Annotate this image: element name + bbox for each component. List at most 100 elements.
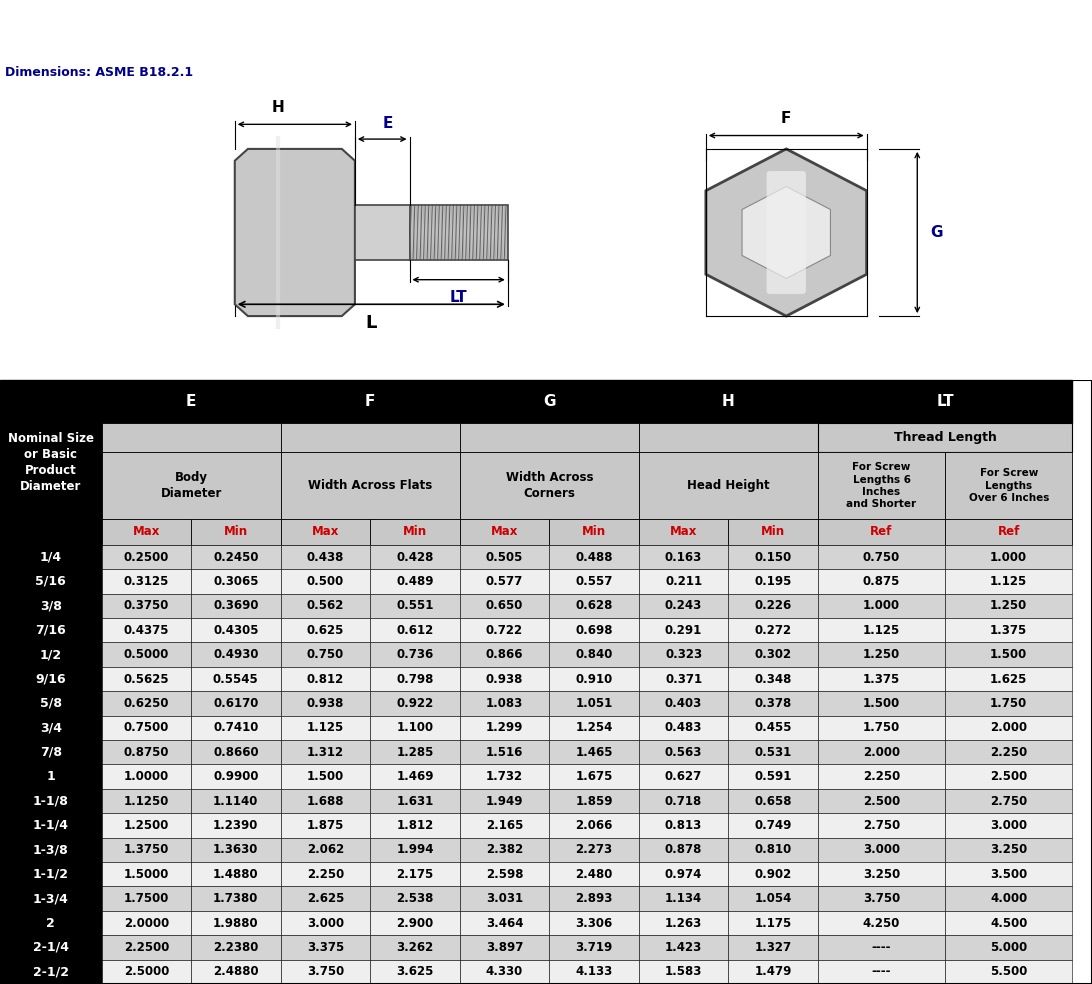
Bar [818, 740, 946, 765]
Text: Min: Min [761, 525, 785, 538]
Text: 1.327: 1.327 [755, 941, 792, 953]
Text: 1.875: 1.875 [307, 819, 344, 831]
Text: G: G [543, 395, 556, 409]
Text: 0.371: 0.371 [665, 672, 702, 686]
Text: 0.531: 0.531 [755, 746, 792, 759]
Bar [370, 618, 460, 643]
Bar [728, 959, 818, 984]
Bar [946, 887, 1072, 911]
Bar [946, 593, 1072, 618]
Bar [102, 887, 191, 911]
Text: 2.5000: 2.5000 [123, 965, 169, 978]
Bar [728, 593, 818, 618]
Text: 1.000: 1.000 [863, 599, 900, 612]
Text: 0.2450: 0.2450 [213, 551, 259, 564]
Text: 1.1250: 1.1250 [123, 794, 169, 808]
Text: 3.250: 3.250 [990, 843, 1028, 856]
Text: 1.3630: 1.3630 [213, 843, 259, 856]
Bar [728, 813, 818, 837]
Text: 0.7500: 0.7500 [123, 721, 169, 734]
Text: 2.2500: 2.2500 [123, 941, 169, 953]
Bar [818, 423, 1072, 453]
Text: 0.3125: 0.3125 [123, 575, 169, 588]
Text: 1.1140: 1.1140 [213, 794, 259, 808]
Text: F: F [781, 110, 792, 126]
Text: 0.591: 0.591 [755, 770, 792, 783]
Bar [639, 593, 728, 618]
Text: 0.2500: 0.2500 [123, 551, 169, 564]
Text: 1.750: 1.750 [863, 721, 900, 734]
Text: E: E [382, 116, 393, 131]
Text: 1.2500: 1.2500 [123, 819, 169, 831]
Bar [460, 862, 549, 887]
Bar [0, 887, 102, 911]
Text: 3.750: 3.750 [307, 965, 344, 978]
Bar [281, 519, 370, 545]
Bar [549, 935, 639, 959]
Text: Max: Max [490, 525, 519, 538]
Bar [549, 765, 639, 789]
Bar [370, 643, 460, 667]
Text: 0.650: 0.650 [486, 599, 523, 612]
Text: 7/8: 7/8 [39, 746, 62, 759]
Text: 1.500: 1.500 [307, 770, 344, 783]
Bar [191, 692, 281, 715]
Text: 0.840: 0.840 [575, 648, 613, 661]
Text: 3.897: 3.897 [486, 941, 523, 953]
Text: 2.382: 2.382 [486, 843, 523, 856]
Text: 1.732: 1.732 [486, 770, 523, 783]
Bar [281, 740, 370, 765]
Bar [946, 618, 1072, 643]
Bar [0, 692, 102, 715]
Bar [818, 862, 946, 887]
Text: 0.243: 0.243 [665, 599, 702, 612]
Text: ----: ---- [871, 965, 891, 978]
Text: 0.323: 0.323 [665, 648, 702, 661]
Text: 0.150: 0.150 [755, 551, 792, 564]
Text: 1.250: 1.250 [863, 648, 900, 661]
Text: 2.480: 2.480 [575, 868, 613, 881]
Bar [549, 789, 639, 813]
Bar [946, 911, 1072, 935]
Bar [549, 570, 639, 593]
Text: 0.4930: 0.4930 [213, 648, 259, 661]
Bar [102, 935, 191, 959]
Bar [281, 692, 370, 715]
Text: ----: ---- [871, 941, 891, 953]
Bar [946, 765, 1072, 789]
Text: 0.749: 0.749 [755, 819, 792, 831]
Text: Min: Min [403, 525, 427, 538]
Bar [946, 935, 1072, 959]
Bar [281, 887, 370, 911]
Text: Imperial UNC/ UNF Hexagon Bolt: Imperial UNC/ UNF Hexagon Bolt [415, 23, 677, 37]
Text: 2.900: 2.900 [396, 916, 434, 930]
Text: F: F [365, 395, 376, 409]
Bar [460, 667, 549, 692]
Text: 0.718: 0.718 [665, 794, 702, 808]
Text: 0.8750: 0.8750 [123, 746, 169, 759]
Text: 0.500: 0.500 [307, 575, 344, 588]
Bar [549, 519, 639, 545]
Text: 1.134: 1.134 [665, 892, 702, 905]
Text: 0.878: 0.878 [665, 843, 702, 856]
Bar [728, 692, 818, 715]
Bar [191, 887, 281, 911]
Text: 4.133: 4.133 [575, 965, 613, 978]
Text: 2.273: 2.273 [575, 843, 613, 856]
Bar [818, 837, 946, 862]
Text: 1.100: 1.100 [396, 721, 434, 734]
Text: 2.750: 2.750 [990, 794, 1028, 808]
Bar [191, 911, 281, 935]
Text: 1.516: 1.516 [486, 746, 523, 759]
Bar [281, 789, 370, 813]
Text: 0.5625: 0.5625 [123, 672, 169, 686]
Bar [281, 765, 370, 789]
Text: 1.254: 1.254 [575, 721, 613, 734]
Bar [191, 618, 281, 643]
Bar [728, 715, 818, 740]
Bar [946, 813, 1072, 837]
Text: 2.625: 2.625 [307, 892, 344, 905]
Bar [460, 423, 639, 453]
Text: Ref: Ref [998, 525, 1020, 538]
Text: 0.378: 0.378 [755, 697, 792, 710]
